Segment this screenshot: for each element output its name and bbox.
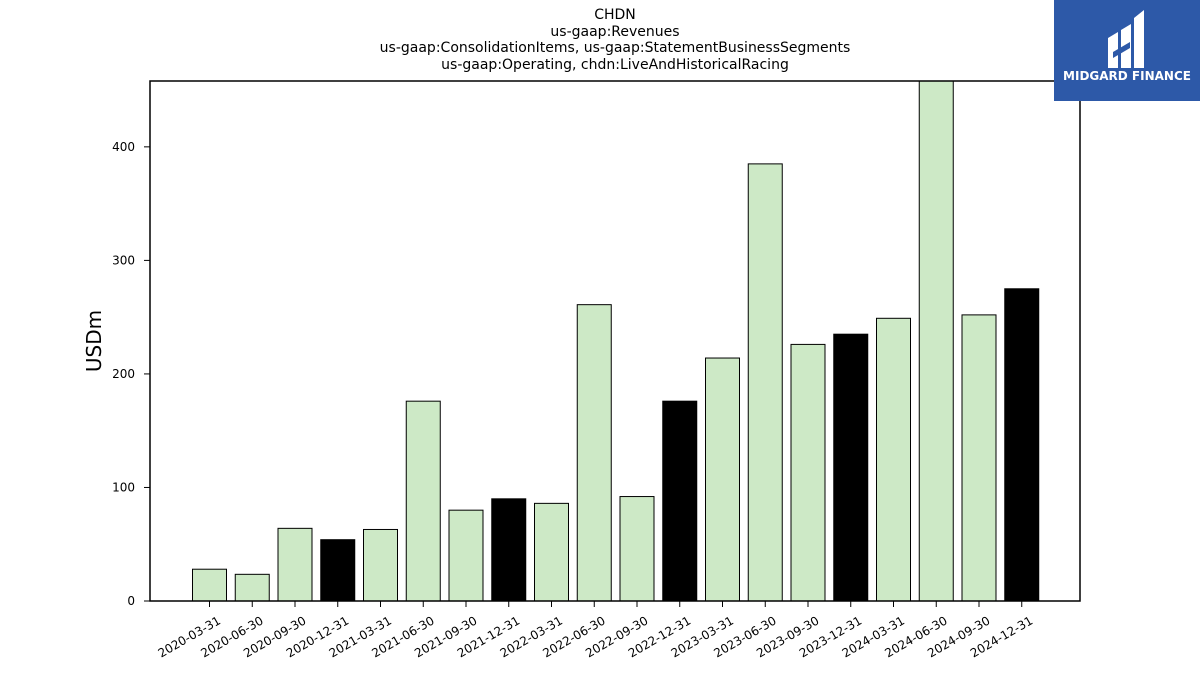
bar-2024-09-30 — [961, 314, 997, 602]
y-axis-label: USDm — [82, 310, 106, 372]
bar-2023-06-30 — [747, 163, 783, 602]
bar-2022-09-30 — [619, 496, 655, 602]
chart-title-line-4: us-gaap:Operating, chdn:LiveAndHistorica… — [441, 56, 789, 73]
y-tick-label: 100 — [112, 480, 135, 494]
y-tick-label: 300 — [112, 253, 135, 267]
bar-2021-12-31 — [491, 498, 527, 602]
y-axis-ticks: 0 100 200 300 400 — [112, 140, 150, 608]
logo-text: MIDGARD FINANCE — [1063, 69, 1191, 83]
bar-2023-03-31 — [705, 357, 740, 602]
chart-title-line-1: CHDN — [594, 7, 636, 23]
bar-2024-12-31 — [1004, 288, 1040, 602]
bar-2023-09-30 — [790, 343, 826, 602]
bar-2020-03-31 — [192, 568, 227, 602]
bar-2022-12-31 — [662, 400, 698, 602]
bar-2021-03-31 — [363, 528, 398, 602]
bar-2020-12-31 — [320, 539, 356, 602]
bar-2020-06-30 — [234, 573, 270, 602]
midgard-finance-logo: MIDGARD FINANCE — [1054, 0, 1200, 101]
bar-2022-03-31 — [534, 502, 569, 602]
y-tick-label: 200 — [112, 367, 135, 381]
y-tick-label: 0 — [127, 594, 135, 608]
midgard-logo-icon — [1108, 10, 1144, 68]
chart-title: CHDN us-gaap:Revenues us-gaap:Consolidat… — [150, 7, 1080, 73]
chart-title-line-3: us-gaap:ConsolidationItems, us-gaap:Stat… — [379, 40, 851, 56]
y-tick-label: 400 — [112, 140, 135, 154]
plot-frame — [149, 80, 1081, 602]
bar-2021-09-30 — [448, 509, 484, 602]
bar-2023-12-31 — [833, 333, 869, 602]
bar-2020-09-30 — [277, 527, 313, 602]
bars-group — [192, 80, 1040, 602]
chart-title-line-2: us-gaap:Revenues — [550, 23, 680, 40]
bar-2022-06-30 — [576, 304, 612, 602]
bar-2021-06-30 — [405, 400, 441, 602]
x-axis-ticks: 2020-03-312020-06-302020-09-302020-12-31… — [156, 601, 1035, 660]
bar-2024-06-30 — [918, 80, 954, 602]
bar-2024-03-31 — [876, 317, 911, 602]
